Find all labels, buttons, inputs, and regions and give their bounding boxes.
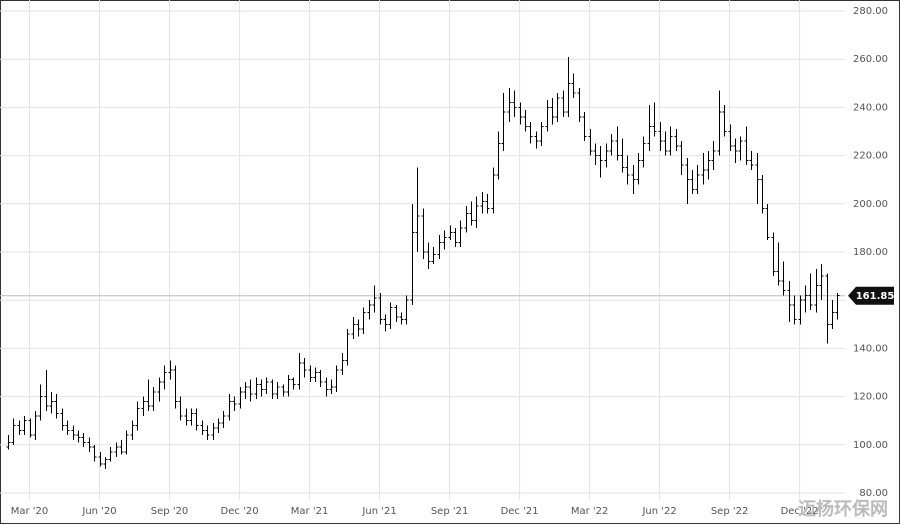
x-tick-label: Jun '22 [641,506,676,517]
last-price-label: 161.85 [856,291,895,302]
grid [0,0,845,500]
y-tick-label: 260.00 [853,54,888,65]
x-tick-label: Dec '20 [221,506,259,517]
x-tick-label: Mar '21 [291,506,329,517]
x-tick-label: Mar '22 [571,506,609,517]
labels: 80.00100.00120.00140.00160.00180.00200.0… [11,6,895,517]
x-tick-label: Sep '20 [151,506,189,517]
last-price-tag [848,286,894,305]
x-tick-label: Mar '20 [11,506,49,517]
y-tick-label: 80.00 [859,488,888,499]
y-tick-label: 180.00 [853,247,888,258]
y-tick-label: 140.00 [853,343,888,354]
x-tick-label: Jun '21 [361,506,396,517]
watermark: 迈杨环保网 [798,498,888,520]
bars [6,56,840,469]
y-tick-label: 120.00 [853,392,888,403]
x-tick-label: Dec '21 [501,506,539,517]
y-tick-label: 220.00 [853,151,888,162]
x-tick-label: Sep '22 [711,506,749,517]
x-tick-label: Dec '22 [781,506,819,517]
y-tick-label: 100.00 [853,440,888,451]
y-tick-label: 280.00 [853,6,888,17]
x-tick-label: Jun '20 [81,506,116,517]
y-tick-label: 240.00 [853,102,888,113]
x-tick-label: Sep '21 [431,506,469,517]
y-tick-label: 200.00 [853,199,888,210]
